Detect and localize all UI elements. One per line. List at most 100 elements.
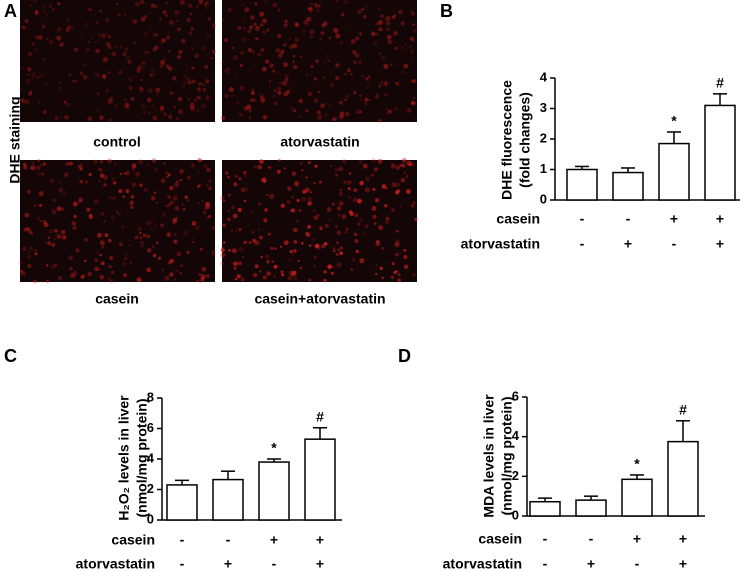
cell [23, 165, 28, 170]
cell [179, 178, 182, 182]
cell [24, 99, 30, 105]
cell [77, 200, 82, 205]
cell [86, 207, 91, 212]
cell [56, 35, 62, 41]
cell [293, 248, 297, 253]
cell [27, 229, 33, 235]
cell [305, 109, 309, 113]
cell [61, 229, 66, 234]
cell [338, 201, 344, 207]
cell [334, 75, 340, 81]
cell [103, 177, 108, 181]
cell [136, 114, 140, 117]
cell [288, 37, 291, 40]
cell [188, 30, 193, 36]
cell [80, 163, 83, 166]
cell [291, 253, 295, 256]
factor-name: casein [478, 531, 522, 547]
cell [384, 92, 388, 97]
panel-label: B [440, 1, 453, 21]
y-tick-label: 2 [540, 130, 547, 145]
cell [206, 32, 212, 39]
cell [109, 278, 114, 284]
cell [205, 183, 210, 187]
cell [79, 167, 84, 171]
cell [77, 164, 83, 169]
cell [357, 9, 363, 14]
cell [410, 11, 415, 16]
cell [370, 31, 376, 37]
cell [100, 261, 105, 266]
cell [283, 167, 286, 170]
cell [261, 177, 267, 183]
cell [278, 9, 281, 12]
cell [22, 25, 26, 30]
cell [166, 195, 172, 200]
cell [119, 45, 123, 49]
cell [412, 28, 418, 34]
cell [101, 245, 105, 249]
cell [170, 259, 175, 263]
cell [244, 6, 250, 13]
annotation: # [679, 402, 687, 418]
cell [204, 64, 209, 69]
cell [377, 118, 382, 123]
cell [45, 37, 50, 42]
cell [405, 174, 409, 178]
cell [220, 248, 225, 253]
y-tick-label: 0 [540, 191, 547, 206]
cell [131, 167, 135, 171]
cell [308, 244, 312, 247]
cell [116, 211, 119, 214]
cell [41, 25, 45, 29]
cell [211, 23, 216, 28]
cell [319, 37, 322, 41]
cell [26, 26, 30, 30]
cell [334, 167, 339, 172]
y-axis-label: H₂O₂ levels in liver [116, 395, 132, 521]
cell [310, 191, 313, 194]
cell [132, 41, 136, 45]
cell [377, 158, 383, 164]
cell [382, 82, 388, 88]
cell [240, 2, 246, 7]
cell [194, 53, 200, 59]
cell [90, 36, 94, 41]
cell [313, 215, 319, 220]
cell [364, 176, 370, 182]
cell [235, 73, 239, 76]
cell [155, 87, 159, 92]
cell [373, 167, 378, 172]
cell [365, 76, 369, 81]
cell [239, 85, 245, 91]
cell [21, 67, 24, 70]
cell [28, 52, 33, 56]
cell [304, 187, 310, 193]
cell [328, 104, 332, 107]
cell [58, 26, 63, 32]
cell [189, 12, 193, 16]
cell [306, 233, 311, 238]
cell [140, 243, 145, 248]
cell [294, 37, 300, 43]
cell [238, 112, 243, 117]
cell [34, 252, 38, 256]
cell [122, 272, 128, 278]
cell [58, 86, 62, 90]
cell [223, 241, 226, 244]
cell [72, 201, 78, 207]
micrograph [20, 160, 215, 282]
cell [280, 270, 284, 274]
cell [93, 198, 99, 204]
cell [265, 193, 268, 196]
cell [167, 202, 172, 207]
cell [36, 172, 41, 176]
cell [344, 72, 347, 76]
cell [63, 172, 69, 178]
cell [96, 49, 99, 52]
cell [183, 230, 189, 236]
cell [243, 187, 249, 193]
factor-name: atorvastatin [461, 236, 540, 252]
factor-level: - [543, 531, 548, 547]
cell [250, 49, 255, 54]
